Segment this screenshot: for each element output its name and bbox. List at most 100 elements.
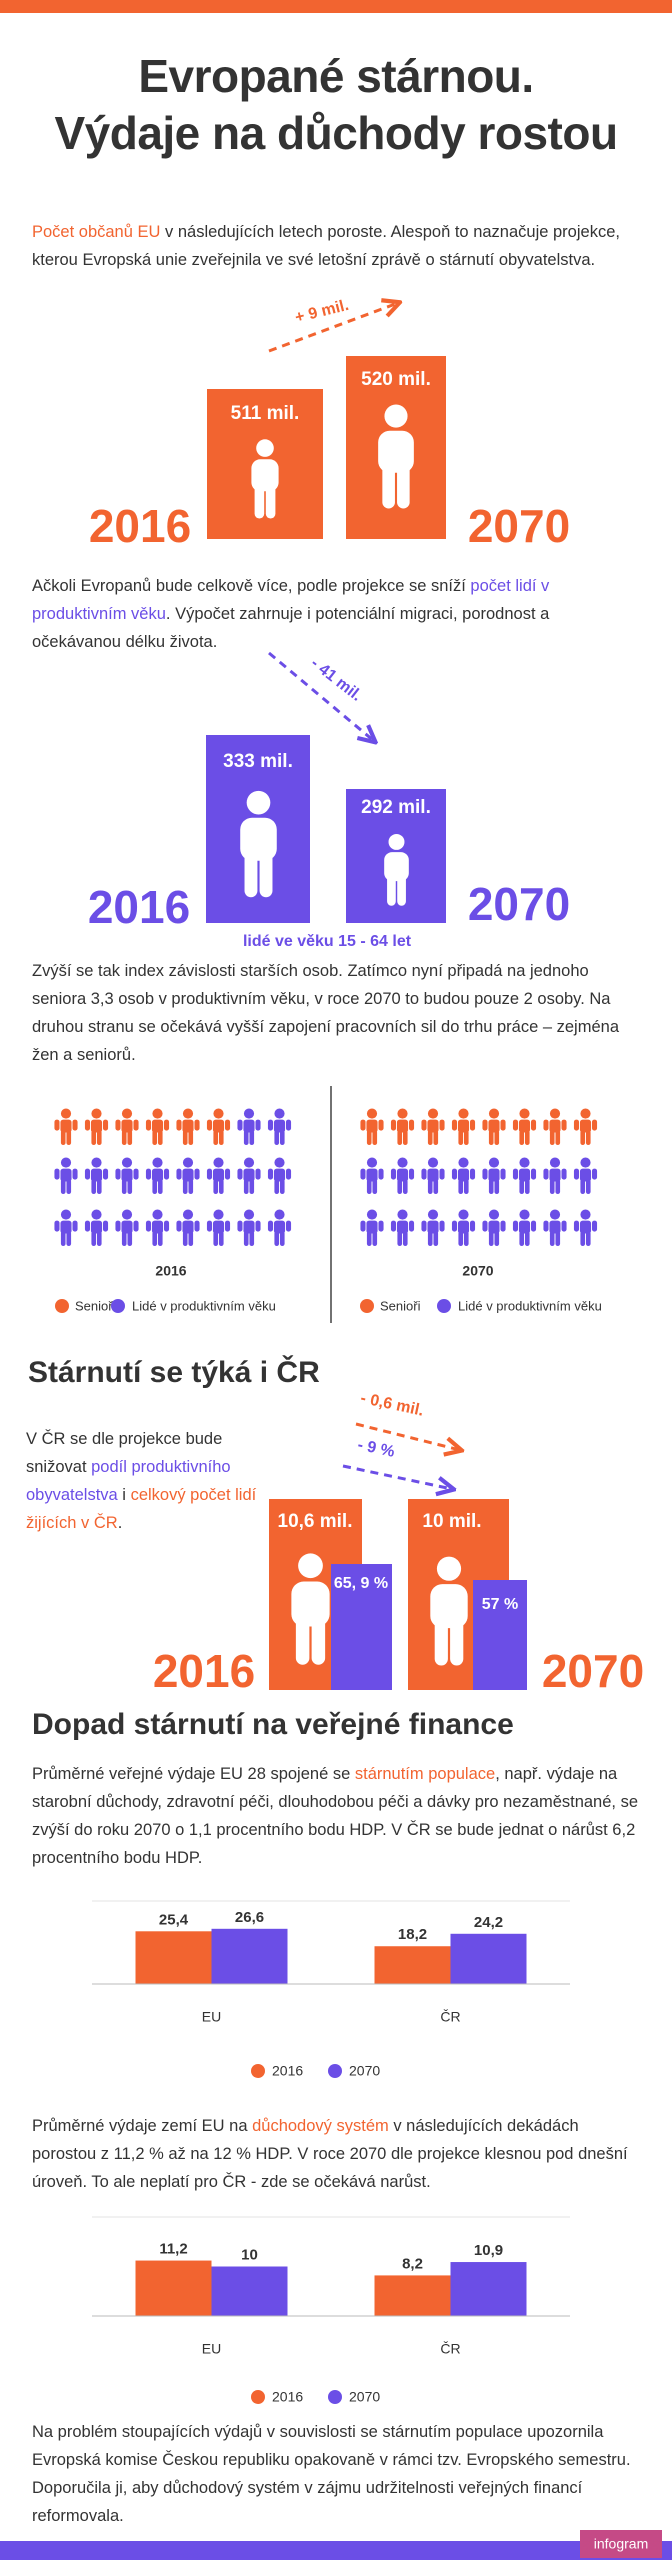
person-pictogram [543, 1157, 567, 1194]
person-pictogram [482, 1157, 506, 1194]
bar [374, 1946, 451, 1984]
person-pictogram [115, 1157, 139, 1194]
person-pictogram [390, 1157, 415, 1194]
intro-paragraph: Počet občanů EU v následujících letech p… [32, 218, 640, 274]
value-label: 25,4 [159, 1911, 189, 1928]
x-tick-label: ČR [440, 2009, 460, 2025]
legend-label: Senioři [380, 1298, 421, 1313]
change-label: + 9 mil. [293, 297, 350, 327]
person-pictogram [360, 1157, 384, 1194]
legend-dot [251, 2390, 265, 2404]
highlight: Počet občanů EU [32, 223, 161, 241]
block-label: 65, 9 % [334, 1575, 388, 1592]
year-label: 2070 [468, 878, 570, 930]
text-run: Průměrné výdaje zemí EU na [32, 2117, 253, 2135]
block-label: 57 % [482, 1596, 518, 1613]
person-pictogram [54, 1209, 78, 1246]
legend-label: Lidé v produktivním věku [458, 1298, 602, 1313]
person-pictogram [176, 1108, 200, 1145]
text-run: v následujících dekádách porostou z 11,2… [32, 2117, 628, 2191]
change-arrow [355, 1422, 460, 1450]
person-pictogram [360, 1209, 384, 1246]
legend-dot [251, 2064, 265, 2078]
person-pictogram [115, 1108, 139, 1145]
person-pictogram [573, 1209, 598, 1246]
legend-dot [111, 1299, 125, 1313]
bar [135, 1931, 212, 1984]
year-label: 2016 [89, 500, 191, 552]
text-run: v následujících letech poroste. Alespoň … [32, 223, 620, 269]
legend-dot [437, 1299, 451, 1313]
x-tick-label: EU [202, 2009, 221, 2025]
year-label: 2070 [462, 1263, 493, 1279]
value-label: 18,2 [398, 1926, 427, 1943]
bar [211, 2266, 288, 2316]
text-run: . [117, 1514, 123, 1532]
person-pictogram [237, 1209, 261, 1246]
person-pictogram [451, 1108, 476, 1145]
person-pictogram [206, 1209, 231, 1246]
change-arrow [342, 1464, 452, 1489]
block-label: 10 mil. [422, 1511, 481, 1532]
text-run: Na problém stoupajících výdajů v souvisl… [32, 2423, 631, 2525]
section-heading: Stárnutí se týká i ČR [28, 1356, 320, 1389]
bar [135, 2260, 212, 2316]
bar [211, 1928, 288, 1984]
person-pictogram [482, 1108, 506, 1145]
person-pictogram [206, 1157, 231, 1194]
year-label: 2016 [88, 881, 190, 933]
person-pictogram [421, 1108, 445, 1145]
person-pictogram [54, 1157, 78, 1194]
title-line: Výdaje na důchody rostou [54, 107, 617, 159]
person-pictogram [176, 1157, 200, 1194]
legend-label: Senioři [75, 1298, 116, 1313]
person-pictogram [512, 1108, 537, 1145]
legend-label: 2016 [272, 2389, 303, 2405]
person-pictogram [267, 1157, 292, 1194]
person-pictogram [512, 1209, 537, 1246]
person-pictogram [237, 1108, 261, 1145]
legend-label: 2016 [272, 2063, 303, 2079]
legend-label: 2070 [349, 2389, 380, 2405]
legend-label: Lidé v produktivním věku [132, 1298, 276, 1313]
year-label: 2016 [155, 1263, 186, 1279]
person-pictogram [543, 1209, 567, 1246]
value-label: 8,2 [402, 2255, 423, 2272]
person-pictogram [482, 1209, 506, 1246]
value-label: 10,9 [474, 2242, 503, 2259]
legend-dot [55, 1299, 69, 1313]
block-label: 520 mil. [361, 369, 431, 390]
highlight: důchodový systém [252, 2117, 389, 2135]
value-label: 26,6 [235, 1909, 264, 1926]
text-run: , např. výdaje na starobní důchody, zdra… [32, 1765, 639, 1867]
workforce-paragraph: Ačkoli Evropanů bude celkově více, podle… [32, 572, 640, 656]
change-label: - 9 % [356, 1437, 396, 1461]
year-label: 2070 [542, 1645, 644, 1697]
person-pictogram [145, 1157, 170, 1194]
legend-label: 2070 [349, 2063, 380, 2079]
czech-share-block [331, 1564, 392, 1690]
person-pictogram [267, 1108, 292, 1145]
person-pictogram [421, 1157, 445, 1194]
person-pictogram [206, 1108, 231, 1145]
value-label: 10 [241, 2246, 258, 2263]
section-heading: Dopad stárnutí na veřejné finance [32, 1708, 514, 1741]
person-pictogram [176, 1209, 200, 1246]
bar [450, 2262, 527, 2316]
change-label: - 0,6 mil. [359, 1390, 425, 1420]
highlight: stárnutím populace [354, 1765, 496, 1783]
closing-paragraph: Na problém stoupajících výdajů v souvisl… [32, 2418, 640, 2530]
bar [374, 2275, 451, 2316]
person-pictogram [237, 1157, 261, 1194]
block-label: 292 mil. [361, 797, 431, 818]
person-pictogram [451, 1157, 476, 1194]
highlight: celkový počet lidí žijících v ČR [26, 1486, 257, 1532]
change-label: - 41 mil. [307, 655, 364, 705]
person-pictogram [54, 1108, 78, 1145]
person-pictogram [543, 1108, 567, 1145]
text-run: . Výpočet zahrnuje i potenciální migraci… [32, 605, 550, 651]
pension-paragraph: Průměrné výdaje zemí EU na důchodový sys… [32, 2112, 640, 2196]
person-pictogram [451, 1209, 476, 1246]
person-pictogram [84, 1108, 109, 1145]
